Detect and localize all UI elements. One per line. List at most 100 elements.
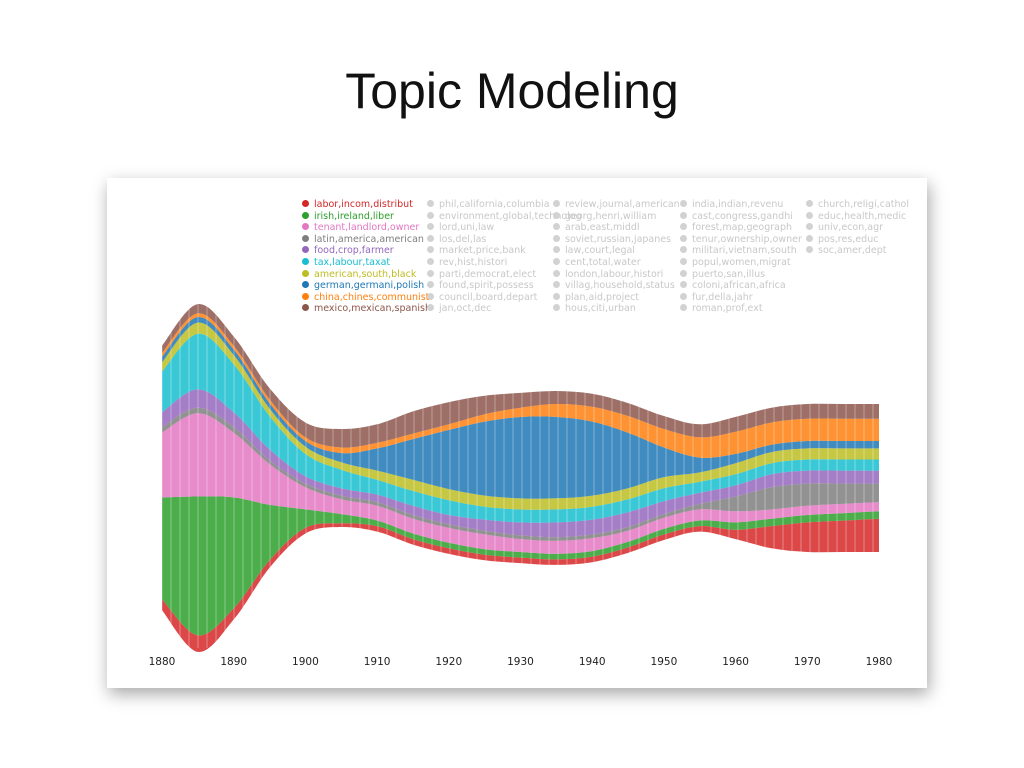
faded-legend-column-1: phil,california,columbia environment,glob… — [427, 199, 582, 315]
legend-item: china,chines,communist — [302, 292, 431, 304]
legend-label: cent,total,water — [565, 256, 641, 268]
legend-label: popul,women,migrat — [692, 256, 791, 268]
legend-dot-icon — [553, 200, 560, 207]
legend-dot-icon — [427, 246, 434, 254]
legend-dot-icon — [680, 257, 687, 265]
faded-legend-item: roman,prof,ext — [680, 303, 802, 315]
faded-legend-item: villag,household,status — [553, 280, 680, 292]
faded-legend-item: rev,hist,histori — [427, 257, 582, 269]
faded-legend-item: popul,women,migrat — [680, 257, 802, 269]
legend-dot-icon — [680, 200, 687, 207]
legend-label: rev,hist,histori — [439, 256, 508, 268]
legend-label: villag,household,status — [565, 280, 675, 292]
faded-legend-item: los,del,las — [427, 234, 582, 246]
legend-label: lord,uni,law — [439, 222, 495, 234]
faded-legend-item: found,spirit,possess — [427, 280, 582, 292]
legend-dot-icon — [302, 281, 309, 289]
faded-legend-item: cent,total,water — [553, 257, 680, 269]
stream-layer-6 — [162, 333, 879, 523]
legend-label: china,chines,communist — [314, 291, 430, 303]
legend-item: tenant,landlord,owner — [302, 222, 431, 234]
x-tick-label: 1980 — [866, 656, 893, 668]
legend-dot-icon — [553, 304, 560, 312]
legend-dot-icon — [680, 246, 687, 254]
x-tick-label: 1960 — [722, 656, 749, 668]
legend-label: german,germani,polish — [314, 280, 425, 292]
faded-legend-item: fur,della,jahr — [680, 292, 802, 304]
stream-layer-4 — [162, 407, 879, 541]
legend-dot-icon — [302, 211, 309, 219]
legend-label: hous,citi,urban — [565, 303, 636, 315]
x-tick-label: 1880 — [149, 656, 176, 668]
legend-dot-icon — [302, 223, 309, 231]
faded-legend-column-4: church,religi,cathol educ,health,medic uni… — [806, 199, 909, 257]
legend-dot-icon — [553, 246, 560, 254]
legend-label: london,labour,histori — [565, 268, 664, 280]
x-tick-label: 1970 — [794, 656, 821, 668]
legend-label: tenant,landlord,owner — [314, 222, 420, 234]
legend-dot-icon — [302, 304, 309, 312]
legend-item: labor,incom,distribut — [302, 199, 431, 211]
legend-dot-icon — [806, 211, 813, 219]
legend-dot-icon — [680, 269, 687, 277]
legend-label: forest,map,geograph — [692, 222, 793, 234]
legend-dot-icon — [553, 234, 560, 242]
faded-legend-item: soviet,russian,japanes — [553, 234, 680, 246]
legend-dot-icon — [553, 269, 560, 277]
legend-dot-icon — [427, 257, 434, 265]
legend-label: arab,east,middl — [565, 222, 640, 234]
faded-legend-item: church,religi,cathol — [806, 199, 909, 211]
legend-dot-icon — [553, 211, 560, 219]
legend-label: market,price,bank — [439, 245, 526, 257]
faded-legend-item: cast,congress,gandhi — [680, 211, 802, 223]
legend-label: latin,america,american — [314, 233, 424, 245]
faded-legend-item: puerto,san,illus — [680, 269, 802, 281]
legend-label: food,crop,farmer — [314, 245, 394, 257]
legend-dot-icon — [427, 269, 434, 277]
legend-label: irish,ireland,liber — [314, 210, 394, 222]
faded-legend-item: forest,map,geograph — [680, 222, 802, 234]
faded-legend-item: review,journal,american — [553, 199, 680, 211]
legend-label: georg,henri,william — [565, 210, 657, 222]
legend-label: found,spirit,possess — [439, 280, 534, 292]
x-tick-label: 1930 — [507, 656, 534, 668]
faded-legend-item: plan,aid,project — [553, 292, 680, 304]
legend-item: tax,labour,taxat — [302, 257, 431, 269]
streamgraph-chart: 1880 1890 1900 1910 1920 1930 1940 1950 1960 1970… — [149, 258, 893, 668]
legend-item: latin,america,american — [302, 234, 431, 246]
legend-item: american,south,black — [302, 269, 431, 281]
faded-legend-item: soc,amer,dept — [806, 245, 909, 257]
legend: labor,incom,distribut irish,ireland,liber… — [302, 199, 431, 315]
legend-dot-icon — [680, 292, 687, 300]
faded-legend-item: jan,oct,dec — [427, 303, 582, 315]
legend-dot-icon — [806, 223, 813, 231]
legend-item: irish,ireland,liber — [302, 211, 431, 223]
legend-label: cast,congress,gandhi — [692, 210, 793, 222]
legend-dot-icon — [427, 292, 434, 300]
faded-legend-item: parti,democrat,elect — [427, 269, 582, 281]
legend-dot-icon — [427, 234, 434, 242]
legend-dot-icon — [427, 211, 434, 219]
legend-label: univ,econ,agr — [818, 222, 884, 234]
faded-legend-item: environment,global,technolog — [427, 211, 582, 223]
faded-legend-column-2: review,journal,american georg,henri,willi… — [553, 199, 680, 315]
legend-dot-icon — [427, 304, 434, 312]
faded-legend-item: hous,citi,urban — [553, 303, 680, 315]
faded-legend-item: council,board,depart — [427, 292, 582, 304]
legend-dot-icon — [553, 223, 560, 231]
legend-label: fur,della,jahr — [692, 291, 753, 303]
legend-label: soc,amer,dept — [818, 245, 887, 257]
faded-legend-item: militari,vietnam,south — [680, 245, 802, 257]
legend-label: plan,aid,project — [565, 291, 640, 303]
stream-layer-8 — [162, 316, 879, 499]
legend-dot-icon — [806, 200, 813, 207]
legend-dot-icon — [302, 292, 309, 300]
x-tick-label: 1910 — [364, 656, 391, 668]
faded-legend-item: educ,health,medic — [806, 211, 909, 223]
legend-dot-icon — [302, 200, 309, 207]
stream-layer-2 — [162, 496, 879, 636]
faded-legend-item: georg,henri,william — [553, 211, 680, 223]
faded-legend-item: lord,uni,law — [427, 222, 582, 234]
legend-label: coloni,african,africa — [692, 280, 786, 292]
faded-legend-column-3: india,indian,revenu cast,congress,gandhi f… — [680, 199, 802, 315]
